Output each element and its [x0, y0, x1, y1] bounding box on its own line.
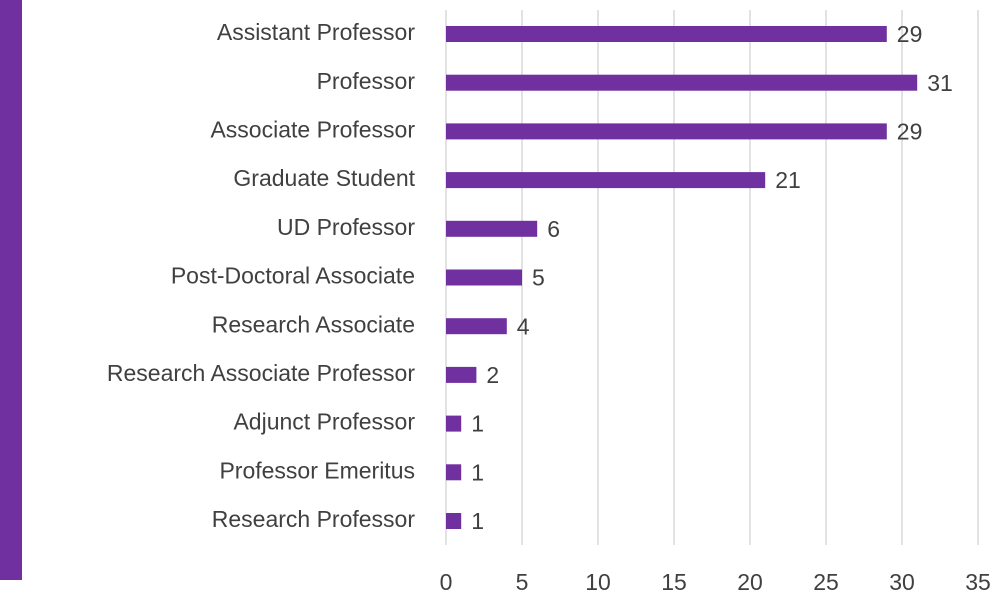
y-tick-label: Professor Emeritus: [219, 457, 415, 483]
bar: [446, 220, 538, 237]
x-tick-label: 5: [516, 569, 529, 595]
data-label: 5: [532, 265, 545, 291]
data-label: 1: [471, 411, 484, 437]
y-tick-label: Research Associate: [212, 311, 415, 337]
bar: [446, 172, 766, 189]
y-tick-label: Graduate Student: [233, 165, 415, 191]
bar: [446, 26, 887, 42]
x-tick-label: 35: [965, 569, 991, 595]
bar: [446, 366, 477, 383]
bar: [446, 74, 918, 91]
y-tick-label: Research Associate Professor: [107, 360, 415, 386]
bar: [446, 318, 507, 335]
y-tick-label: Professor: [317, 68, 416, 94]
y-tick-label: Research Professor: [212, 506, 416, 532]
y-tick-label: Assistant Professor: [217, 19, 415, 45]
data-label: 29: [897, 118, 923, 144]
data-label: 2: [486, 362, 499, 388]
data-label: 1: [471, 508, 484, 534]
data-label: 1: [471, 459, 484, 485]
data-label: 21: [775, 167, 801, 193]
y-tick-label: Adjunct Professor: [233, 409, 415, 435]
side-stripe: [0, 0, 22, 580]
x-tick-label: 15: [661, 569, 687, 595]
bar: [446, 269, 522, 286]
bar: [446, 513, 462, 529]
x-tick-label: 30: [889, 569, 915, 595]
bar: [446, 464, 462, 481]
x-tick-label: 25: [813, 569, 839, 595]
bar: [446, 415, 462, 432]
x-tick-label: 0: [440, 569, 453, 595]
data-label: 6: [547, 216, 560, 242]
data-label: 4: [517, 313, 530, 339]
y-tick-label: Post-Doctoral Associate: [171, 263, 415, 289]
x-tick-label: 20: [737, 569, 763, 595]
y-tick-label: Associate Professor: [210, 116, 415, 142]
data-label: 29: [897, 21, 923, 47]
y-tick-label: UD Professor: [277, 214, 415, 240]
bar: [446, 123, 887, 140]
data-label: 31: [927, 70, 953, 96]
x-tick-label: 10: [585, 569, 611, 595]
